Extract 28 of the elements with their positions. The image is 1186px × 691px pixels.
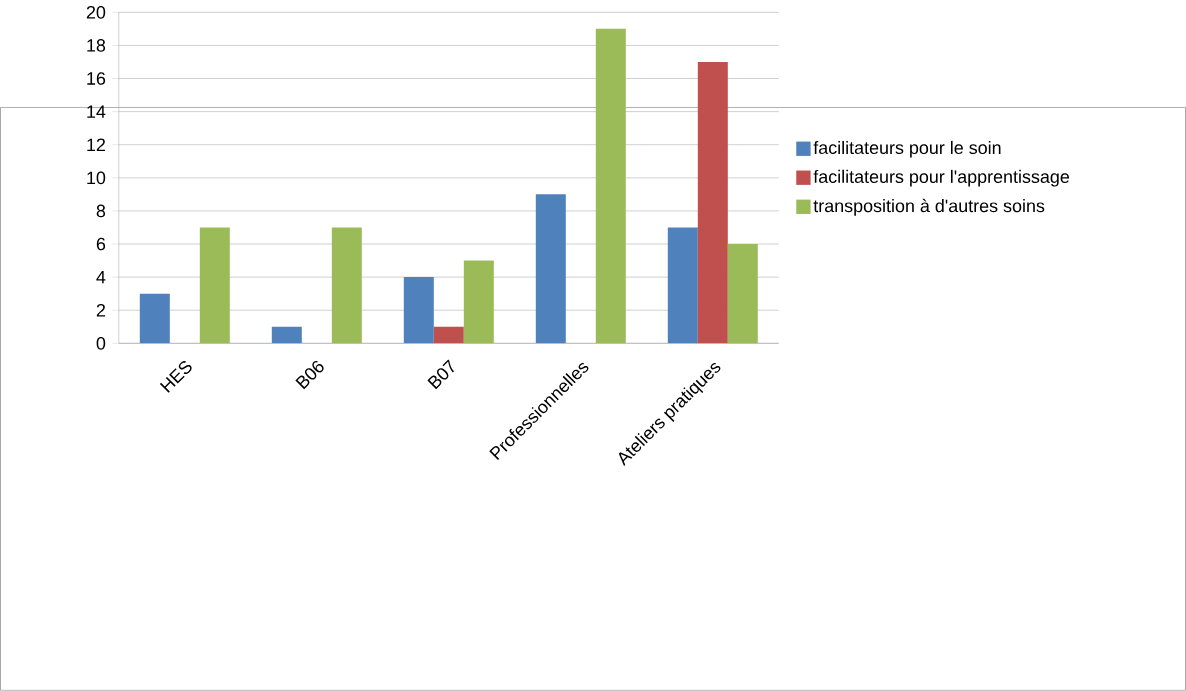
bar bbox=[199, 227, 230, 344]
y-tick-label: 20 bbox=[86, 6, 106, 19]
bar bbox=[433, 326, 464, 344]
y-tick-label: 0 bbox=[96, 337, 106, 350]
bar bbox=[697, 62, 728, 344]
bar bbox=[331, 227, 362, 344]
legend-label: facilitateurs pour le soin bbox=[813, 140, 1001, 158]
x-tick-label: B07 bbox=[427, 359, 455, 390]
legend-label: facilitateurs pour l'apprentissage bbox=[813, 169, 1070, 187]
bar bbox=[535, 194, 566, 344]
bar bbox=[595, 28, 626, 344]
y-tick-label: 8 bbox=[96, 204, 106, 218]
y-tick-label: 2 bbox=[96, 304, 106, 317]
bar bbox=[727, 244, 758, 344]
legend-label: transposition à d'autres soins bbox=[813, 198, 1045, 216]
y-tick-label: 10 bbox=[87, 171, 106, 185]
y-tick-label: 12 bbox=[87, 138, 106, 152]
y-tick-label: 4 bbox=[96, 271, 106, 284]
y-tick-label: 6 bbox=[96, 237, 106, 251]
bar bbox=[403, 277, 434, 344]
bar bbox=[463, 260, 494, 344]
y-tick-label: 14 bbox=[87, 105, 106, 118]
bar bbox=[271, 326, 302, 344]
bar bbox=[667, 227, 698, 344]
y-tick-label: 16 bbox=[87, 72, 106, 85]
y-tick-label: 18 bbox=[87, 39, 106, 52]
bar bbox=[139, 293, 170, 344]
x-tick-label: B06 bbox=[295, 360, 324, 390]
